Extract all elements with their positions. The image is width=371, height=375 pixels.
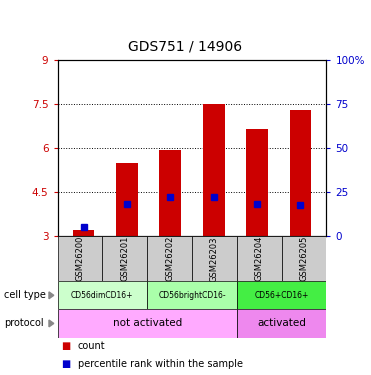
- Text: CD56+CD16+: CD56+CD16+: [255, 291, 309, 300]
- Text: GSM26205: GSM26205: [299, 236, 309, 281]
- Bar: [282, 236, 326, 281]
- Bar: [237, 309, 326, 338]
- Bar: [116, 163, 138, 236]
- Bar: [58, 281, 147, 309]
- Polygon shape: [49, 320, 54, 327]
- Text: CD56dimCD16+: CD56dimCD16+: [71, 291, 134, 300]
- Text: GDS751 / 14906: GDS751 / 14906: [128, 40, 243, 54]
- Text: activated: activated: [257, 318, 306, 328]
- Bar: [290, 110, 311, 236]
- Text: GSM26200: GSM26200: [75, 236, 85, 281]
- Bar: [73, 230, 94, 236]
- Text: GSM26201: GSM26201: [120, 236, 129, 281]
- Text: ■: ■: [61, 341, 70, 351]
- Bar: [237, 281, 326, 309]
- Bar: [246, 129, 268, 236]
- Bar: [160, 150, 181, 236]
- Text: GSM26202: GSM26202: [165, 236, 174, 281]
- Text: GSM26204: GSM26204: [255, 236, 264, 281]
- Bar: [147, 281, 237, 309]
- Bar: [147, 236, 192, 281]
- Polygon shape: [49, 292, 54, 299]
- Text: count: count: [78, 341, 105, 351]
- Text: percentile rank within the sample: percentile rank within the sample: [78, 359, 243, 369]
- Text: cell type: cell type: [4, 290, 46, 300]
- Text: ■: ■: [61, 359, 70, 369]
- Text: GSM26203: GSM26203: [210, 236, 219, 282]
- Bar: [203, 104, 224, 236]
- Bar: [58, 236, 102, 281]
- Text: protocol: protocol: [4, 318, 43, 328]
- Bar: [58, 309, 237, 338]
- Text: not activated: not activated: [112, 318, 182, 328]
- Bar: [102, 236, 147, 281]
- Bar: [192, 236, 237, 281]
- Bar: [237, 236, 282, 281]
- Text: CD56brightCD16-: CD56brightCD16-: [158, 291, 226, 300]
